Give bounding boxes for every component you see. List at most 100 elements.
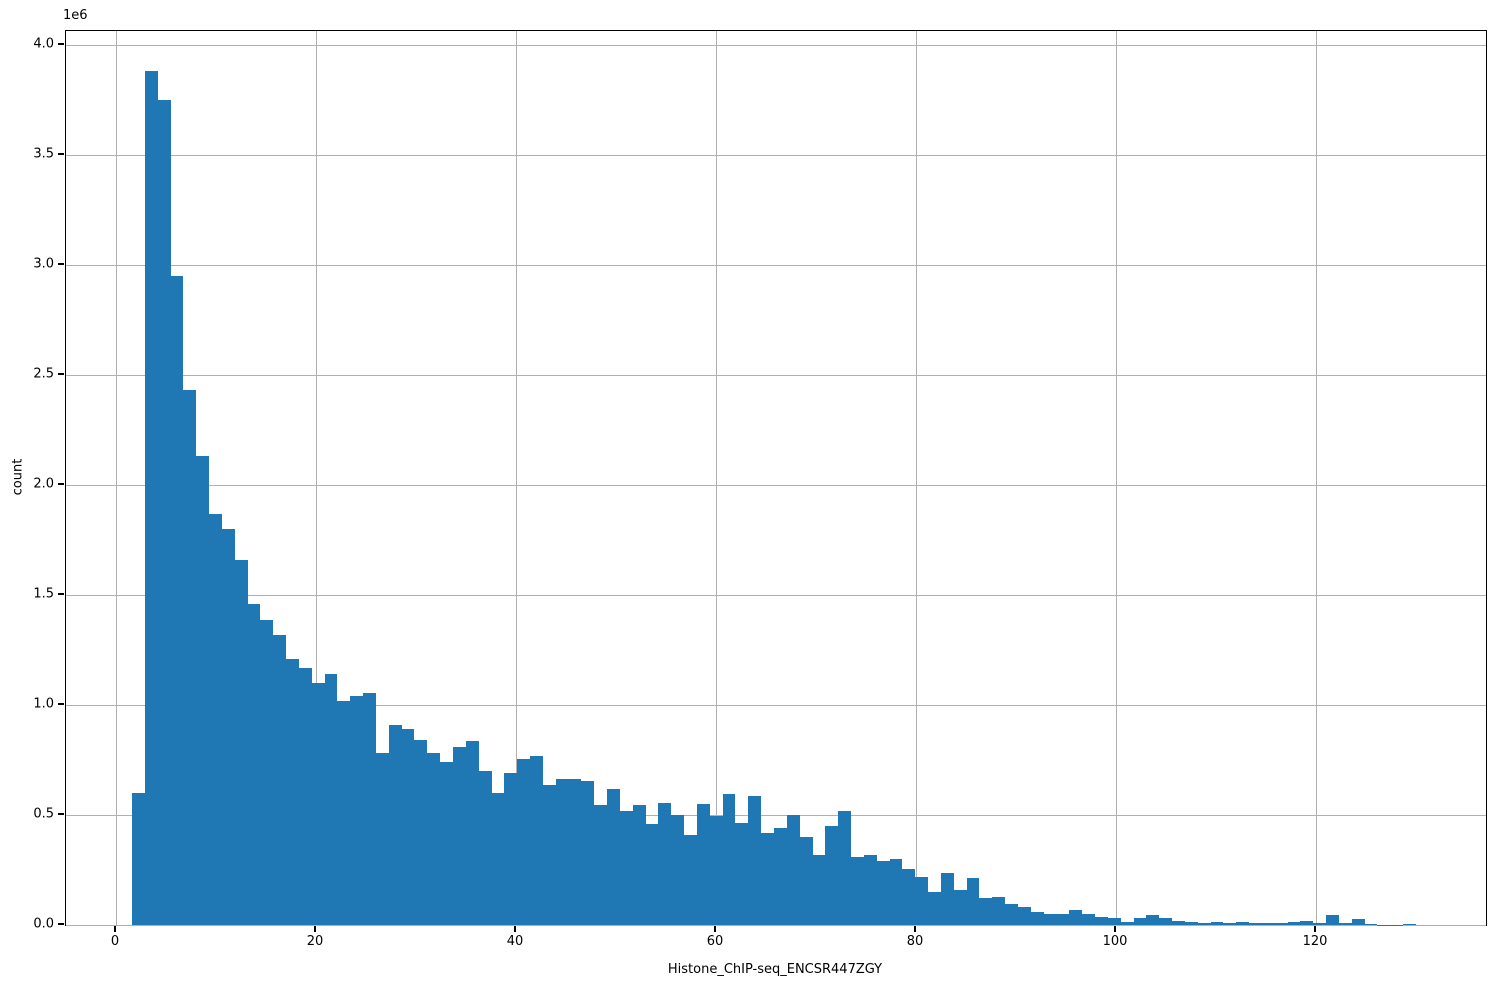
histogram-bar [696, 804, 710, 925]
histogram-bar [671, 815, 685, 925]
histogram-bar [491, 793, 505, 925]
histogram-bar [979, 897, 993, 925]
histogram-bar [774, 828, 787, 925]
histogram-bar [478, 771, 492, 925]
histogram-bar [530, 755, 543, 925]
y-tick-label: 2.0 [33, 476, 54, 492]
histogram-bar [594, 805, 608, 925]
histogram-bar [851, 856, 864, 925]
histogram-bar [542, 785, 556, 925]
histogram-bar [902, 869, 916, 925]
y-axis-label: count [10, 458, 26, 496]
histogram-bar [1338, 922, 1352, 925]
histogram-bar [658, 802, 672, 925]
histogram-bar [555, 778, 569, 925]
histogram-bar [1146, 915, 1160, 925]
histogram-bar [1287, 921, 1301, 925]
histogram-bar [427, 753, 441, 925]
histogram-bar [273, 634, 287, 925]
histogram-bar [722, 794, 736, 925]
y-tick-mark [57, 923, 64, 925]
histogram-bar [607, 788, 620, 925]
x-tick-label: 40 [506, 934, 524, 949]
x-tick-mark [314, 925, 316, 932]
x-gridline [1115, 31, 1117, 925]
y-tick-mark [57, 43, 64, 45]
y-tick-label: 0.5 [33, 806, 54, 822]
histogram-bar [132, 793, 145, 925]
histogram-bar [1236, 922, 1250, 925]
histogram-bar [1403, 923, 1416, 925]
histogram-bar [568, 778, 582, 925]
histogram-bar [1249, 922, 1262, 925]
x-tick-mark [914, 925, 916, 932]
y-tick-label: 3.5 [33, 146, 54, 162]
histogram-bar [465, 741, 479, 925]
y-axis-offset-label: 1e6 [63, 8, 88, 23]
y-tick-label: 4.0 [33, 36, 54, 52]
x-gridline [315, 31, 317, 925]
y-tick-label: 0.0 [33, 916, 54, 932]
histogram-bar [1043, 913, 1057, 925]
histogram-bar [940, 873, 954, 925]
histogram-bar [144, 71, 158, 925]
y-tick-label: 3.0 [33, 256, 54, 272]
histogram-bar [786, 815, 800, 925]
y-gridline [66, 44, 1486, 46]
histogram-bar [375, 753, 389, 925]
histogram-bar [992, 897, 1006, 925]
histogram-bar [453, 746, 466, 925]
y-gridline [66, 704, 1486, 706]
plot-area [65, 30, 1487, 926]
y-gridline [66, 374, 1486, 376]
histogram-bar [1184, 921, 1198, 925]
y-gridline [66, 484, 1486, 486]
histogram-bar [1300, 921, 1314, 925]
x-gridline [1315, 31, 1317, 925]
y-tick-label: 1.5 [33, 586, 54, 602]
histogram-bar [324, 674, 338, 925]
histogram-bar [1120, 922, 1134, 925]
y-tick-mark [57, 813, 64, 815]
x-tick-label: 0 [110, 934, 120, 949]
x-axis-label: Histone_ChIP-seq_ENCSR447ZGY [667, 962, 883, 977]
histogram-bar [311, 683, 325, 925]
y-tick-mark [57, 373, 64, 375]
histogram-bar [183, 390, 197, 925]
histogram-bar [838, 810, 852, 925]
histogram-bar [401, 729, 415, 925]
x-tick-mark [514, 925, 516, 932]
histogram-bar [1107, 918, 1121, 925]
histogram-bar [1056, 914, 1070, 925]
histogram-bar [1017, 906, 1031, 925]
histogram-bar [953, 889, 967, 925]
histogram-bar [209, 513, 222, 925]
histogram-bar [915, 877, 929, 925]
histogram-bar [645, 823, 659, 925]
histogram-bar [414, 740, 428, 925]
histogram-bar [1274, 922, 1288, 925]
histogram-bar [581, 780, 595, 925]
histogram-bar [1364, 924, 1378, 925]
histogram-bar [825, 826, 839, 925]
histogram-bar [966, 877, 980, 925]
y-tick-label: 1.0 [33, 696, 54, 712]
histogram-bar [684, 834, 697, 925]
histogram-bar [632, 805, 646, 925]
histogram-bar [517, 758, 531, 925]
histogram-bar [928, 892, 941, 925]
y-gridline [66, 814, 1486, 816]
y-gridline [66, 264, 1486, 266]
histogram-bar [1172, 921, 1185, 925]
y-tick-mark [57, 483, 64, 485]
histogram-bar [619, 810, 633, 925]
histogram-bar [247, 603, 261, 925]
histogram-bar [1082, 914, 1095, 925]
y-tick-mark [57, 703, 64, 705]
histogram-bar [388, 724, 402, 925]
histogram-bar [812, 854, 826, 925]
x-tick-label: 60 [706, 934, 724, 949]
y-tick-label: 2.5 [33, 366, 54, 382]
histogram-bar [748, 796, 762, 925]
